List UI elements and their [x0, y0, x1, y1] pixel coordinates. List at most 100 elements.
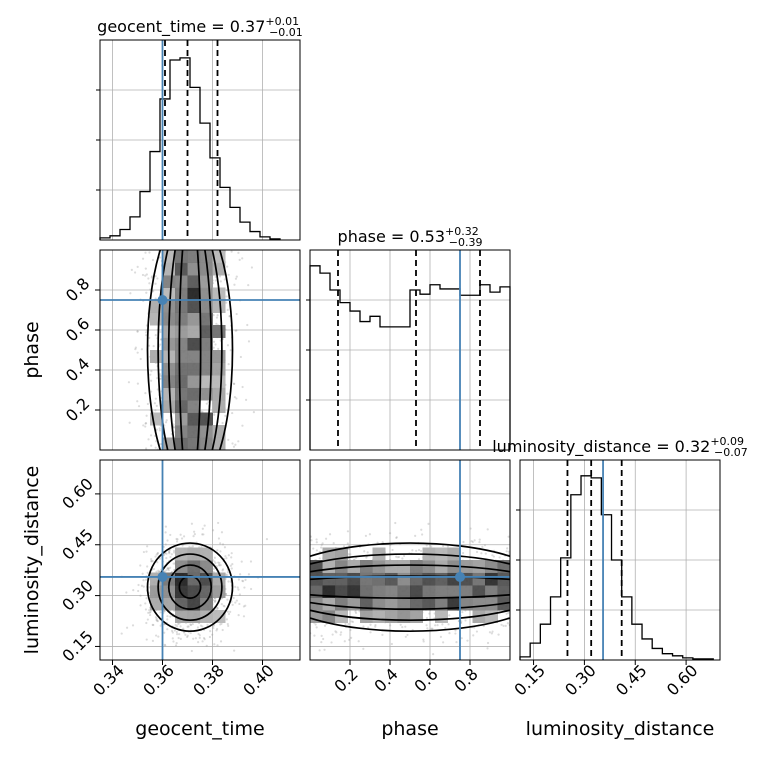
- density-cell: [422, 597, 436, 611]
- yaxis-label-phase: phase: [21, 321, 43, 378]
- sample-point: [154, 555, 157, 558]
- sample-point: [342, 545, 346, 548]
- sample-point: [182, 535, 186, 538]
- sample-point: [221, 421, 224, 425]
- panel-phase-luminosity_distance: [310, 460, 510, 660]
- sample-point: [220, 531, 224, 534]
- sample-point: [214, 561, 217, 565]
- contour-geocent_time-phase-0: [178, 250, 202, 450]
- sample-point: [137, 589, 140, 593]
- density-cell: [212, 350, 226, 363]
- density-cell: [322, 610, 336, 623]
- density-cell: [447, 547, 461, 561]
- sample-point: [343, 640, 346, 643]
- sample-point: [235, 275, 238, 278]
- density-cell: [435, 560, 448, 573]
- ytick-label-luminosity_distance-2: 0.45: [58, 525, 97, 564]
- sample-point: [420, 528, 423, 531]
- sample-point: [381, 633, 384, 636]
- density-cell: [335, 560, 348, 573]
- sample-point: [481, 545, 484, 548]
- sample-point: [149, 613, 152, 617]
- sample-point: [148, 609, 151, 612]
- density-cell: [187, 337, 201, 351]
- sample-point: [230, 250, 233, 253]
- sample-point: [165, 419, 168, 422]
- density-cell: [162, 597, 176, 611]
- density-cell: [410, 560, 423, 573]
- panel-frame-geocent_time-luminosity_distance: [99, 459, 301, 661]
- sample-point: [434, 624, 437, 627]
- density-cell: [460, 585, 473, 598]
- sample-point: [401, 625, 404, 629]
- sample-point: [218, 561, 221, 565]
- sample-point: [475, 550, 479, 554]
- sample-point: [237, 251, 240, 254]
- sample-point: [315, 626, 318, 629]
- sample-point: [150, 275, 154, 278]
- density-cell: [175, 400, 188, 413]
- sample-point: [403, 554, 406, 558]
- density-cell: [200, 412, 213, 426]
- sample-point: [144, 251, 147, 254]
- sample-point: [334, 630, 337, 633]
- sample-point: [500, 623, 503, 626]
- sample-point: [506, 547, 509, 550]
- sample-point: [174, 623, 177, 626]
- sample-point: [190, 649, 193, 653]
- sample-point: [166, 615, 169, 618]
- sample-point: [158, 373, 162, 376]
- sample-point: [315, 538, 318, 541]
- sample-point: [312, 547, 315, 550]
- sample-point: [225, 556, 228, 560]
- sample-point: [176, 538, 179, 541]
- density-cell: [385, 597, 398, 611]
- sample-point: [401, 557, 404, 560]
- sample-point: [220, 603, 223, 606]
- sample-point: [491, 554, 494, 557]
- sample-point: [347, 547, 350, 551]
- sample-point: [169, 615, 172, 618]
- sample-point: [237, 614, 240, 617]
- sample-point: [252, 411, 255, 414]
- sample-point: [158, 427, 161, 430]
- sample-point: [177, 636, 180, 640]
- density-cell: [460, 597, 473, 611]
- sample-point: [154, 446, 157, 449]
- sample-point: [224, 593, 228, 596]
- sample-point: [206, 623, 209, 626]
- sample-point: [145, 597, 148, 600]
- sample-point: [139, 604, 142, 607]
- density-cell: [385, 572, 398, 586]
- sample-point: [146, 565, 149, 568]
- sample-point: [154, 282, 157, 285]
- contour-phase-luminosity_distance-3: [310, 542, 510, 633]
- sample-point: [142, 550, 146, 554]
- sample-point: [332, 542, 335, 545]
- sample-point: [159, 624, 162, 627]
- sample-point: [469, 527, 472, 530]
- sample-point: [158, 570, 161, 573]
- sample-point: [249, 560, 253, 563]
- sample-point: [389, 543, 392, 547]
- sample-point: [234, 443, 237, 446]
- density-cell: [410, 610, 423, 623]
- density-cell: [397, 585, 411, 598]
- density-cell: [187, 262, 201, 276]
- density-cell: [485, 610, 498, 623]
- sample-point: [152, 567, 156, 571]
- sample-point: [233, 283, 236, 286]
- title-phase: phase = 0.53+0.32 −0.39: [338, 225, 483, 249]
- sample-point: [366, 551, 369, 554]
- sample-point: [134, 347, 137, 351]
- sample-point: [164, 543, 167, 546]
- sample-point: [141, 273, 145, 277]
- sample-point: [170, 629, 174, 632]
- sample-point: [505, 612, 508, 615]
- truth-marker-geocent_time-luminosity_distance: [157, 571, 168, 582]
- sample-point: [198, 634, 201, 637]
- sample-point: [155, 553, 158, 556]
- sample-point: [168, 550, 171, 553]
- sample-point: [182, 631, 186, 634]
- density-cell: [347, 585, 361, 598]
